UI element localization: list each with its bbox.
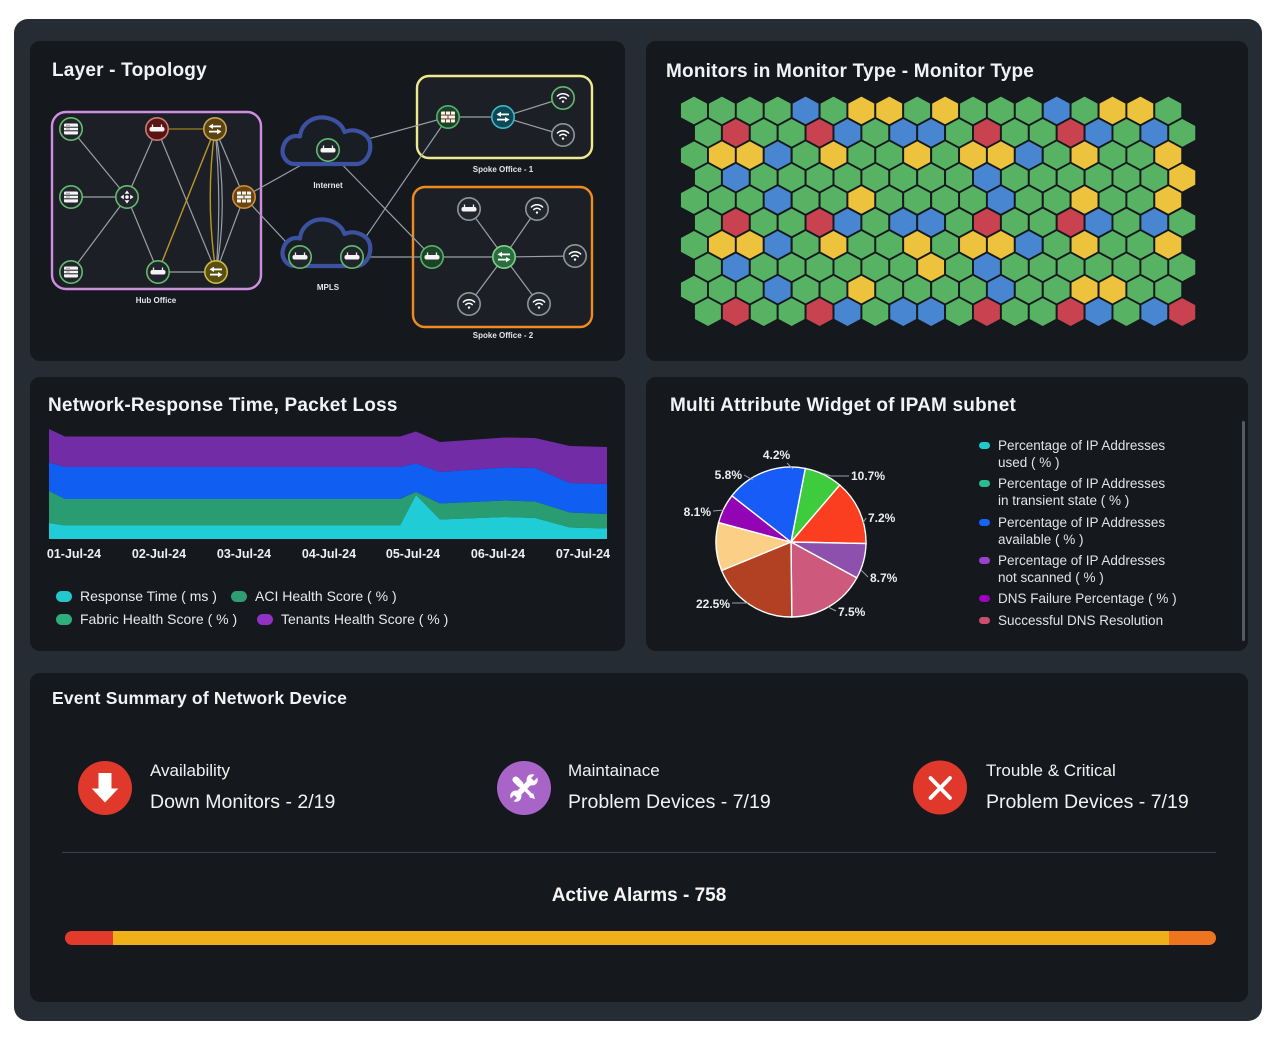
svg-text:Spoke Office - 1: Spoke Office - 1: [473, 165, 534, 174]
svg-text:22.5%: 22.5%: [696, 597, 730, 611]
svg-text:5.8%: 5.8%: [715, 468, 743, 482]
svg-text:Spoke Office - 2: Spoke Office - 2: [473, 331, 534, 340]
svg-text:4.2%: 4.2%: [763, 448, 791, 462]
svg-text:8.7%: 8.7%: [870, 571, 898, 585]
svg-text:Internet: Internet: [313, 181, 343, 190]
svg-text:10.7%: 10.7%: [851, 469, 885, 483]
svg-text:7.5%: 7.5%: [838, 605, 866, 619]
svg-text:MPLS: MPLS: [317, 283, 340, 292]
svg-text:7.2%: 7.2%: [868, 511, 896, 525]
svg-text:8.1%: 8.1%: [684, 505, 712, 519]
svg-text:Hub Office: Hub Office: [136, 296, 177, 305]
